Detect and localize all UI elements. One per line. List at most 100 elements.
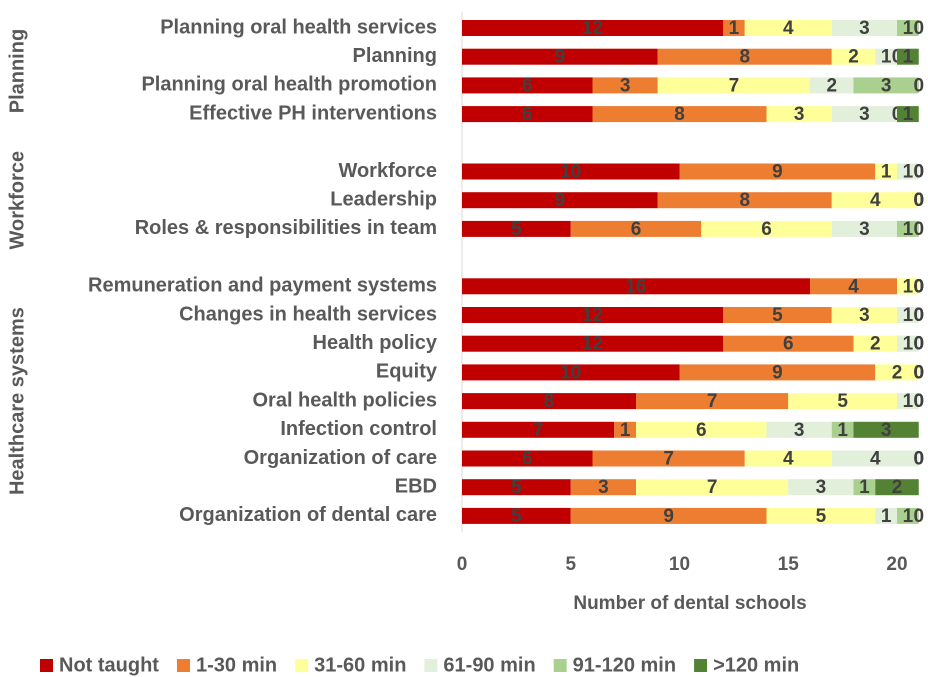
bar-segment — [897, 507, 919, 524]
group-label: Workforce — [6, 151, 28, 250]
data-label: 9 — [772, 162, 783, 183]
category-label: Remuneration and payment systems — [88, 275, 437, 297]
data-label: 0 — [913, 18, 924, 39]
data-label: 4 — [848, 276, 859, 297]
bar-segment — [810, 77, 854, 94]
data-label: 6 — [522, 75, 533, 96]
data-label: 0 — [913, 449, 924, 470]
bar-segment — [701, 220, 832, 237]
bar-segment — [831, 421, 854, 438]
data-label: 5 — [816, 506, 827, 527]
data-label: 1 — [881, 506, 892, 527]
data-label: 0 — [913, 334, 924, 355]
data-label: 2 — [892, 362, 903, 383]
data-label: 0 — [913, 190, 924, 211]
bar-segment — [831, 48, 876, 65]
data-label: 9 — [555, 190, 566, 211]
legend-swatch — [553, 659, 567, 672]
data-label: 6 — [522, 449, 533, 470]
data-label: 0 — [913, 334, 924, 355]
bar-segment — [744, 450, 832, 467]
x-tick-label: 15 — [778, 554, 800, 575]
data-label: 12 — [582, 334, 603, 355]
data-label: 0 — [913, 190, 924, 211]
bar-segment — [462, 77, 593, 94]
data-label: 3 — [859, 18, 870, 39]
bar-segment — [570, 507, 767, 524]
bar-segment — [766, 507, 876, 524]
bar-segment — [831, 307, 897, 323]
x-tick-label: 10 — [669, 554, 690, 575]
data-label: 6 — [783, 334, 794, 355]
data-label: 6 — [631, 219, 642, 240]
category-label: Organization of dental care — [179, 504, 437, 526]
legend-label: >120 min — [713, 654, 799, 676]
bar-segment — [462, 48, 658, 65]
bar-segment — [723, 335, 854, 352]
bar-segment — [831, 450, 919, 467]
bar-segment — [875, 507, 897, 524]
data-label: 1 — [903, 334, 914, 355]
bar-segment — [875, 479, 919, 496]
bar-segment — [875, 48, 897, 65]
category-label: Oral health policies — [252, 389, 437, 411]
data-label: 0 — [913, 276, 924, 297]
bar-segment — [897, 163, 919, 180]
x-tick-label: 5 — [565, 554, 576, 575]
data-label: 0 — [913, 276, 924, 297]
legend-swatch — [40, 659, 53, 672]
legend-label: 91-120 min — [573, 654, 676, 676]
data-label: 8 — [739, 190, 750, 211]
x-tick-label: 0 — [457, 554, 468, 575]
data-label: 0 — [913, 190, 924, 211]
data-label: 3 — [859, 305, 870, 326]
x-tick-label: 20 — [886, 554, 907, 575]
data-label: 0 — [913, 305, 924, 326]
data-label: 9 — [663, 506, 674, 527]
data-label: 8 — [674, 104, 685, 125]
data-label: 4 — [870, 190, 881, 211]
bar-segment — [657, 192, 832, 209]
data-label: 1 — [903, 276, 914, 297]
bar-segment — [462, 393, 636, 410]
bar-segment — [462, 163, 680, 180]
bar-segment — [853, 335, 897, 352]
bar-segment — [636, 421, 767, 438]
data-label: 9 — [555, 47, 566, 68]
data-label: 1 — [903, 506, 914, 527]
bar-segment — [875, 163, 897, 180]
data-label: 3 — [859, 219, 870, 240]
data-label: 1 — [729, 18, 740, 39]
data-label: 3 — [881, 420, 892, 441]
data-label: 3 — [620, 75, 631, 96]
category-label: Planning — [353, 45, 437, 67]
bar-segment — [679, 163, 876, 180]
bar-segment — [897, 106, 919, 123]
bar-segment — [875, 364, 919, 381]
data-label: 5 — [772, 305, 783, 326]
category-label: Organization of care — [244, 447, 437, 469]
bar-segment — [636, 393, 789, 410]
data-label: 5 — [511, 506, 522, 527]
data-label: 1 — [837, 420, 848, 441]
data-label: 2 — [826, 75, 837, 96]
data-label: 2 — [892, 477, 903, 498]
data-label: 1 — [881, 162, 892, 183]
category-label: Health policy — [313, 332, 438, 354]
bar-segment — [462, 479, 571, 496]
bar-segment — [897, 220, 919, 237]
legend-swatch — [176, 659, 190, 672]
bar-segment — [462, 307, 723, 323]
bar-segment — [897, 307, 919, 323]
data-label: 0 — [913, 75, 924, 96]
bar-segment — [462, 220, 571, 237]
legend-swatch — [424, 659, 438, 672]
bar-segment — [853, 479, 876, 496]
bar-segment — [744, 20, 832, 36]
group-label: Healthcare systems — [6, 307, 28, 495]
bar-segment — [897, 335, 919, 352]
bar-segment — [592, 77, 658, 94]
bar-segment — [614, 421, 636, 438]
legend-swatch — [694, 659, 708, 672]
